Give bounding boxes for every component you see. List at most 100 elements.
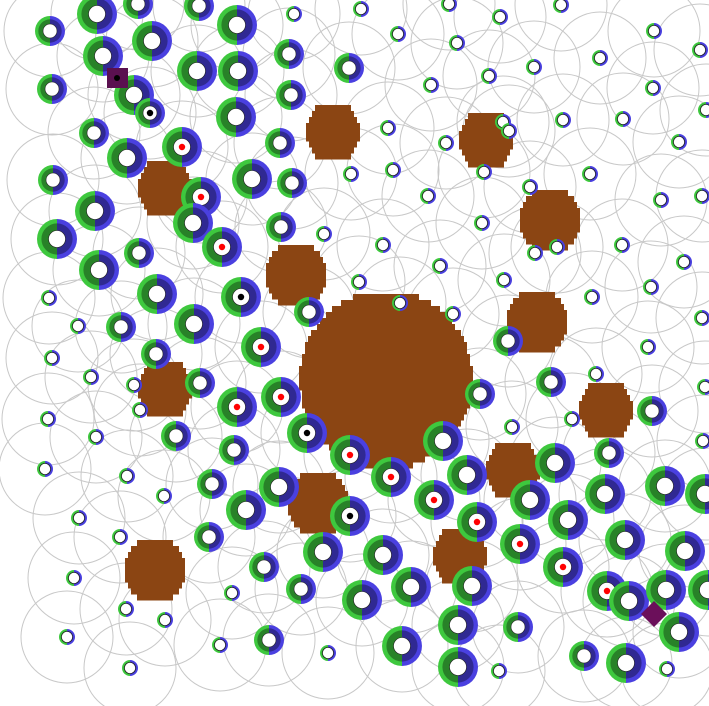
agent[interactable] xyxy=(265,128,295,158)
agent[interactable] xyxy=(447,455,487,495)
agent[interactable] xyxy=(640,339,656,355)
agent[interactable] xyxy=(202,227,242,267)
agent[interactable] xyxy=(653,192,669,208)
agent[interactable] xyxy=(438,647,478,687)
agent[interactable] xyxy=(217,387,257,427)
agent[interactable] xyxy=(132,402,148,418)
agent[interactable] xyxy=(286,574,316,604)
agent[interactable] xyxy=(174,304,214,344)
agent[interactable] xyxy=(526,59,542,75)
agent[interactable] xyxy=(226,490,266,530)
agent[interactable] xyxy=(688,570,709,610)
agent[interactable] xyxy=(79,250,119,290)
agent[interactable] xyxy=(75,191,115,231)
agent[interactable] xyxy=(646,23,662,39)
resource-patch[interactable] xyxy=(520,190,580,251)
agent[interactable] xyxy=(643,279,659,295)
agent[interactable] xyxy=(363,535,403,575)
agent[interactable] xyxy=(698,102,709,118)
agent[interactable] xyxy=(216,97,256,137)
agent[interactable] xyxy=(441,0,457,12)
agent[interactable] xyxy=(465,379,495,409)
agent[interactable] xyxy=(375,237,391,253)
agent[interactable] xyxy=(44,350,60,366)
agent[interactable] xyxy=(665,531,705,571)
agent[interactable] xyxy=(197,469,227,499)
agent[interactable] xyxy=(277,168,307,198)
agent[interactable] xyxy=(106,312,136,342)
agent[interactable] xyxy=(194,522,224,552)
agent[interactable] xyxy=(555,112,571,128)
agent[interactable] xyxy=(522,179,538,195)
agent[interactable] xyxy=(353,1,369,17)
agent[interactable] xyxy=(316,226,332,242)
agent[interactable] xyxy=(588,366,604,382)
agent[interactable] xyxy=(492,9,508,25)
resource-patch[interactable] xyxy=(125,540,185,601)
agent[interactable] xyxy=(420,188,436,204)
agent[interactable] xyxy=(122,660,138,676)
agent[interactable] xyxy=(496,272,512,288)
special-agent-square[interactable] xyxy=(107,68,128,88)
agent[interactable] xyxy=(41,290,57,306)
agent[interactable] xyxy=(66,570,82,586)
resource-patch[interactable] xyxy=(288,473,348,534)
agent[interactable] xyxy=(141,339,171,369)
agent[interactable] xyxy=(334,53,364,83)
agent[interactable] xyxy=(274,39,304,69)
agent[interactable] xyxy=(351,274,367,290)
agent[interactable] xyxy=(382,626,422,666)
agent[interactable] xyxy=(224,585,240,601)
agent[interactable] xyxy=(423,77,439,93)
agent[interactable] xyxy=(184,0,214,21)
agent[interactable] xyxy=(217,5,257,45)
agent[interactable] xyxy=(694,310,709,326)
agent[interactable] xyxy=(585,474,625,514)
agent[interactable] xyxy=(232,159,272,199)
agent[interactable] xyxy=(37,461,53,477)
agent[interactable] xyxy=(212,637,228,653)
agent[interactable] xyxy=(59,629,75,645)
agent[interactable] xyxy=(457,502,497,542)
agent[interactable] xyxy=(695,433,709,449)
agent[interactable] xyxy=(83,36,123,76)
agent[interactable] xyxy=(135,98,165,128)
agent[interactable] xyxy=(548,500,588,540)
agent[interactable] xyxy=(503,612,533,642)
agent[interactable] xyxy=(584,289,600,305)
agent[interactable] xyxy=(221,277,261,317)
agent[interactable] xyxy=(343,166,359,182)
agent[interactable] xyxy=(645,80,661,96)
agent[interactable] xyxy=(266,212,296,242)
agent[interactable] xyxy=(605,520,645,560)
agent[interactable] xyxy=(287,413,327,453)
agent[interactable] xyxy=(40,411,56,427)
agent[interactable] xyxy=(218,51,258,91)
agent[interactable] xyxy=(71,510,87,526)
agent[interactable] xyxy=(161,421,191,451)
agent[interactable] xyxy=(553,0,569,13)
agent[interactable] xyxy=(685,474,709,514)
agent[interactable] xyxy=(124,238,154,268)
agent[interactable] xyxy=(423,421,463,461)
agent[interactable] xyxy=(330,496,370,536)
agent[interactable] xyxy=(527,245,543,261)
agent[interactable] xyxy=(432,258,448,274)
agent[interactable] xyxy=(445,306,461,322)
agent[interactable] xyxy=(249,552,279,582)
agent[interactable] xyxy=(185,368,215,398)
agent[interactable] xyxy=(162,127,202,167)
agent[interactable] xyxy=(37,219,77,259)
agent[interactable] xyxy=(303,532,343,572)
agent[interactable] xyxy=(694,188,709,204)
agent[interactable] xyxy=(391,567,431,607)
agent[interactable] xyxy=(414,480,454,520)
agent[interactable] xyxy=(493,326,523,356)
agent[interactable] xyxy=(594,438,624,468)
agent[interactable] xyxy=(137,274,177,314)
agent[interactable] xyxy=(481,68,497,84)
agent[interactable] xyxy=(83,369,99,385)
agent[interactable] xyxy=(119,468,135,484)
agent[interactable] xyxy=(77,0,117,34)
agent[interactable] xyxy=(254,625,284,655)
